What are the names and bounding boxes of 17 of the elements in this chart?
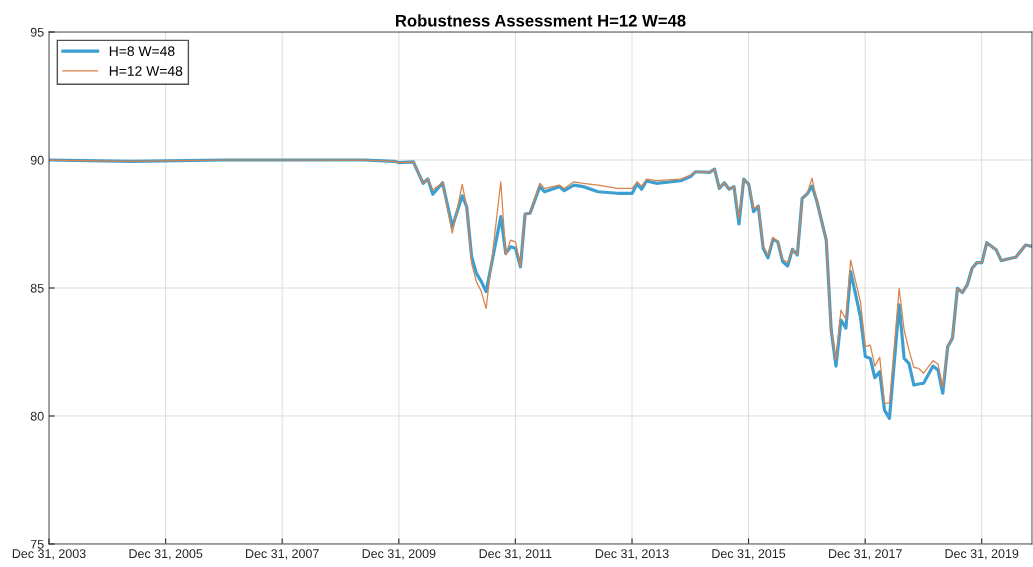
x-tick-label: Dec 31, 2003 bbox=[12, 549, 86, 560]
x-tick-label: Dec 31, 2005 bbox=[129, 549, 203, 560]
x-tick-label: Dec 31, 2011 bbox=[479, 549, 552, 560]
x-tick-label: Dec 31, 2015 bbox=[712, 549, 786, 560]
legend-label: H=12 W=48 bbox=[109, 66, 183, 76]
y-tick-label: 95 bbox=[30, 27, 44, 37]
x-tick-label: Dec 31, 2007 bbox=[246, 549, 319, 560]
x-tick-label: Dec 31, 2009 bbox=[362, 549, 436, 560]
y-tick-label: 85 bbox=[30, 283, 44, 293]
y-tick-label: 80 bbox=[30, 411, 44, 421]
chart-title: Robustness Assessment H=12 W=48 bbox=[396, 14, 686, 27]
y-tick-label: 90 bbox=[30, 155, 44, 165]
x-tick-label: Dec 31, 2013 bbox=[595, 549, 669, 560]
legend-label: H=8 W=48 bbox=[109, 46, 175, 57]
y-tick-label: 75 bbox=[30, 539, 44, 549]
x-tick-label: Dec 31, 2019 bbox=[945, 549, 1019, 560]
x-tick-label: Dec 31, 2017 bbox=[829, 549, 902, 560]
